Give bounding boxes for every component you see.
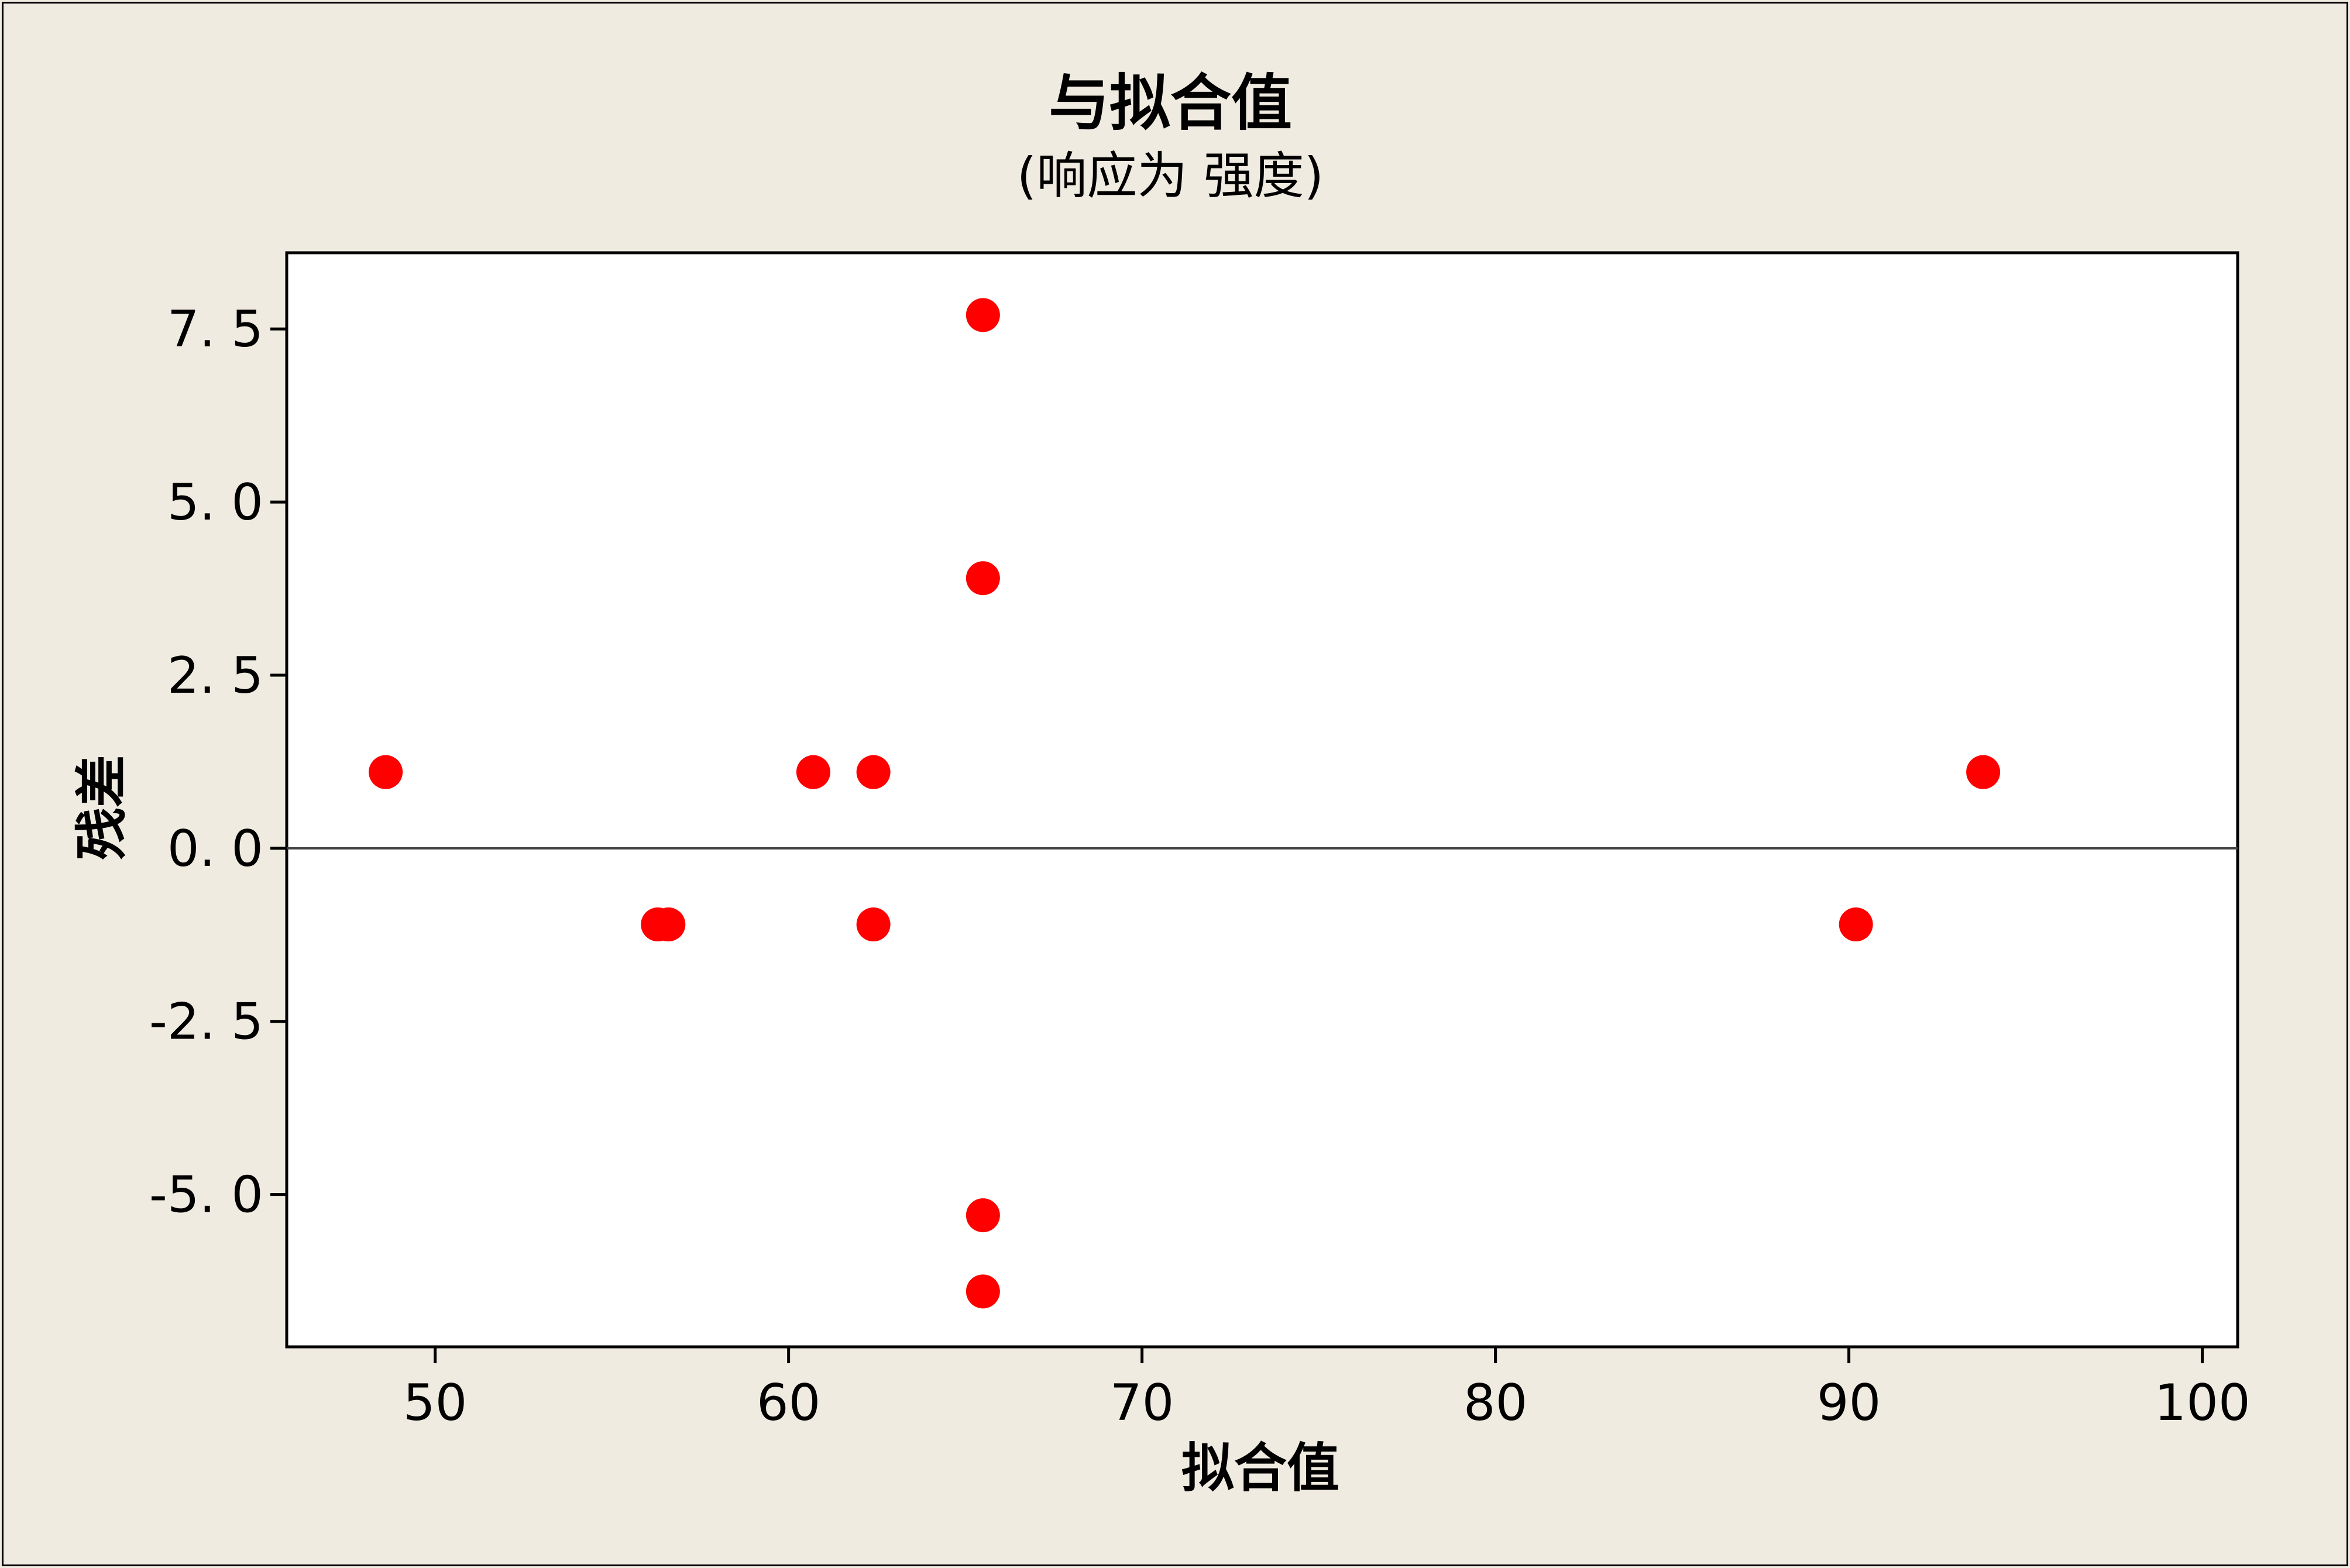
data-point	[966, 561, 1000, 596]
data-point	[856, 755, 891, 789]
data-point	[651, 907, 686, 942]
x-tick-label: 80	[1463, 1374, 1527, 1432]
x-axis-title: 拟合值	[1181, 1438, 1339, 1499]
y-axis-title: 残差	[71, 755, 133, 860]
data-point	[856, 907, 891, 942]
x-tick-label: 50	[403, 1374, 467, 1432]
data-point	[966, 298, 1000, 332]
data-point	[966, 1198, 1000, 1233]
y-tick-label: -2. 5	[149, 993, 263, 1051]
x-tick-label: 100	[2155, 1374, 2251, 1432]
data-point	[1966, 755, 2001, 789]
chart-subtitle: (响应为 强度)	[1017, 147, 1324, 205]
data-point	[369, 755, 403, 789]
y-tick-label: 2. 5	[167, 647, 263, 705]
y-tick-label: 7. 5	[167, 300, 263, 359]
data-point	[966, 1274, 1000, 1309]
data-point	[796, 755, 830, 789]
x-axis: 50 60 70 80 90 100	[403, 1347, 2251, 1432]
data-points	[369, 298, 2001, 1309]
data-point	[1839, 907, 1873, 942]
y-tick-label: 5. 0	[167, 473, 263, 532]
y-axis: -5. 0 -2. 5 0. 0 2. 5 5. 0 7. 5	[149, 300, 287, 1225]
x-tick-label: 90	[1817, 1374, 1881, 1432]
plot-area	[285, 251, 2239, 1349]
y-tick-label: 0. 0	[167, 820, 263, 878]
y-tick-label: -5. 0	[149, 1166, 263, 1225]
chart-title: 与拟合值	[1049, 67, 1292, 139]
x-tick-label: 60	[757, 1374, 820, 1432]
x-tick-label: 70	[1110, 1374, 1174, 1432]
